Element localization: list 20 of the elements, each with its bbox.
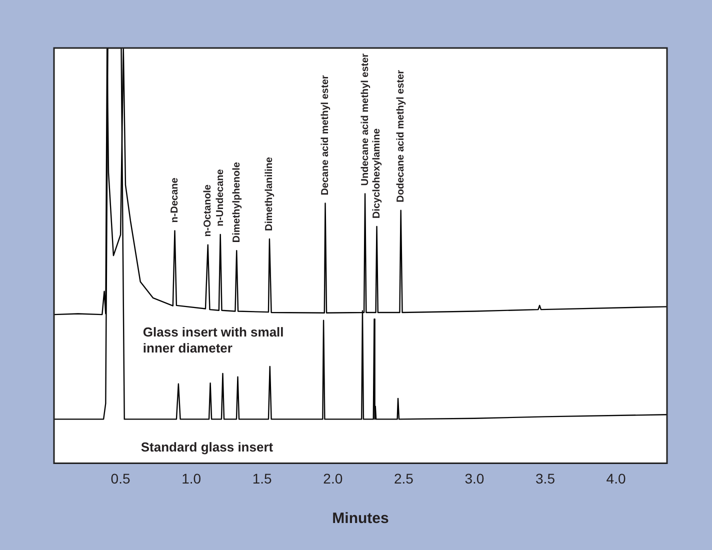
annotation: n-Octanole xyxy=(202,184,214,237)
series-label: Standard glass insert xyxy=(140,439,274,454)
x-tick-label: 2.5 xyxy=(394,470,414,486)
x-tick-label: 1.5 xyxy=(252,470,272,486)
annotation: n-Decane xyxy=(170,177,181,223)
x-tick-label: 0.5 xyxy=(110,470,130,486)
x-tick-label: 2.0 xyxy=(323,470,343,486)
annotation: n-Undecane xyxy=(215,168,226,226)
x-tick-label: 3.0 xyxy=(464,470,484,486)
annotation: Undecane acid methyl ester xyxy=(360,53,371,186)
x-tick-label: 4.0 xyxy=(606,470,626,486)
annotation: Decane acid methyl ester xyxy=(320,75,331,196)
annotation: Dimethylaniline xyxy=(264,156,276,231)
x-tick-label: 1.0 xyxy=(182,470,202,486)
x-axis-title: Minutes xyxy=(332,510,389,528)
series-label: Glass insert with small inner diameter xyxy=(142,324,284,356)
annotation: Dicyclohexylamine xyxy=(372,128,383,219)
x-tick-label: 3.5 xyxy=(536,470,556,486)
annotation: Dimethylphenole xyxy=(231,162,242,243)
annotation: Dodecane acid methyl ester xyxy=(396,70,407,202)
